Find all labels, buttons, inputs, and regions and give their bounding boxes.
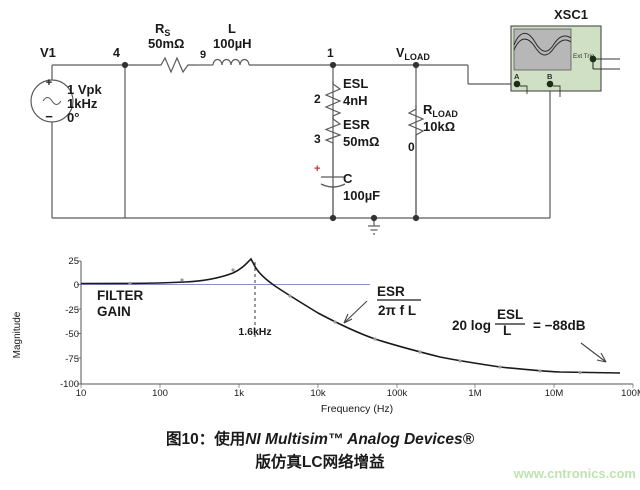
svg-text:版仿真LC网络增益: 版仿真LC网络增益 — [254, 452, 385, 471]
svg-text:ESR: ESR — [377, 284, 405, 299]
svg-text:100: 100 — [152, 388, 168, 399]
svg-text:RLOAD: RLOAD — [423, 102, 458, 119]
svg-text:1.6kHz: 1.6kHz — [238, 326, 271, 338]
svg-text:= −88dB: = −88dB — [533, 318, 586, 333]
svg-text:A: A — [514, 72, 520, 81]
svg-text:L: L — [228, 21, 236, 36]
svg-text:XSC1: XSC1 — [554, 7, 588, 22]
svg-text:+: + — [314, 163, 320, 175]
svg-text:50mΩ: 50mΩ — [148, 36, 184, 51]
svg-text:10kΩ: 10kΩ — [423, 119, 455, 134]
svg-text:25: 25 — [68, 256, 79, 267]
svg-text:2: 2 — [314, 92, 321, 106]
svg-text:50mΩ: 50mΩ — [343, 134, 379, 149]
svg-text:100k: 100k — [387, 388, 408, 399]
svg-text:VLOAD: VLOAD — [396, 46, 430, 62]
svg-text:4nH: 4nH — [343, 93, 368, 108]
svg-text:1M: 1M — [468, 388, 481, 399]
svg-text:Magnitude: Magnitude — [12, 311, 23, 358]
svg-text:-50: -50 — [65, 329, 79, 340]
svg-text:-25: -25 — [65, 305, 79, 316]
svg-text:10k: 10k — [310, 388, 326, 399]
svg-text:www.cntronics.com: www.cntronics.com — [513, 466, 636, 481]
svg-text:FILTER: FILTER — [97, 288, 143, 303]
svg-text:20 log: 20 log — [452, 318, 491, 333]
svg-text:−: − — [45, 109, 53, 124]
svg-text:GAIN: GAIN — [97, 304, 131, 319]
svg-text:4: 4 — [113, 46, 120, 60]
svg-text:100µF: 100µF — [343, 188, 380, 203]
svg-text:0°: 0° — [67, 110, 79, 125]
svg-text:ESL: ESL — [343, 76, 368, 91]
svg-text:9: 9 — [200, 49, 206, 61]
svg-text:2π f L: 2π f L — [378, 303, 416, 318]
svg-text:图10：使用NI Multisim™ Analog Devi: 图10：使用NI Multisim™ Analog Devices® — [166, 429, 475, 448]
svg-text:1kHz: 1kHz — [67, 96, 98, 111]
svg-text:1k: 1k — [234, 388, 244, 399]
svg-text:1 Vpk: 1 Vpk — [67, 82, 102, 97]
svg-text:1: 1 — [327, 46, 334, 60]
svg-text:V1: V1 — [40, 45, 56, 60]
svg-text:Frequency (Hz): Frequency (Hz) — [321, 403, 393, 415]
svg-text:L: L — [503, 323, 511, 338]
svg-text:-75: -75 — [65, 354, 79, 365]
svg-text:ESL: ESL — [497, 307, 523, 322]
svg-text:+: + — [46, 77, 52, 89]
svg-text:0: 0 — [408, 140, 415, 154]
svg-text:C: C — [343, 171, 353, 186]
svg-text:100µH: 100µH — [213, 36, 252, 51]
svg-text:0: 0 — [74, 280, 79, 291]
svg-text:10: 10 — [76, 388, 87, 399]
svg-text:ESR: ESR — [343, 117, 370, 132]
svg-text:10M: 10M — [545, 388, 564, 399]
svg-text:B: B — [547, 72, 553, 81]
svg-text:3: 3 — [314, 132, 321, 146]
